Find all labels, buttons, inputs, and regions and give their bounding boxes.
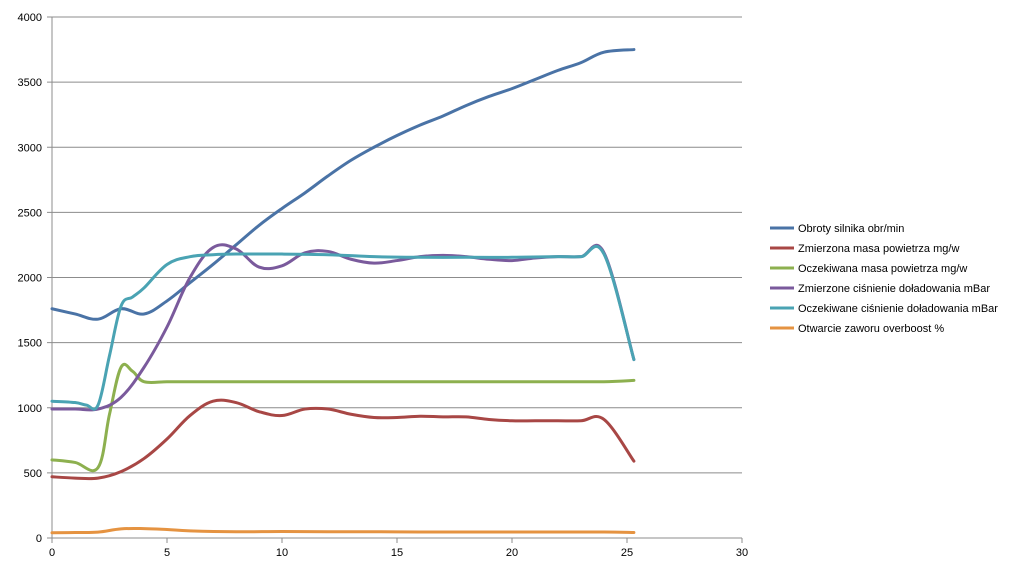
- y-tick-label: 4000: [18, 12, 42, 24]
- grid: [52, 16, 742, 474]
- y-tick-label: 1000: [18, 403, 42, 415]
- x-tick-label: 25: [621, 547, 633, 559]
- legend-entry: Zmierzone ciśnienie doładowania mBar: [798, 283, 990, 295]
- series-line-2: [50, 362, 636, 473]
- series-line-4: [50, 245, 636, 411]
- y-tick-label: 500: [24, 468, 42, 480]
- legend-entry: Otwarcie zaworu overboost %: [798, 323, 944, 335]
- legend-entry: Obroty silnika obr/min: [798, 223, 904, 235]
- series-lines: [50, 48, 636, 535]
- legend-entry: Oczekiwane ciśnienie doładowania mBar: [798, 303, 998, 315]
- legend-entry: Oczekiwana masa powietrza mg/w: [798, 263, 967, 275]
- x-tick-label: 5: [164, 547, 170, 559]
- x-tick-label: 0: [49, 547, 55, 559]
- series-line-5: [50, 526, 636, 535]
- y-tick-label: 0: [36, 533, 42, 545]
- y-tick-label: 1500: [18, 338, 42, 350]
- x-tick-label: 30: [736, 547, 748, 559]
- axes: 0 500 1000 1500 2000 2500 3000 3500 4000 0 5 10 15 20…: [18, 12, 749, 559]
- x-tick-label: 20: [506, 547, 518, 559]
- legend-entry: Zmierzona masa powietrza mg/w: [798, 243, 959, 255]
- series-line-0: [50, 48, 636, 321]
- x-tick-label: 10: [276, 547, 288, 559]
- y-tick-label: 3000: [18, 142, 42, 154]
- y-tick-label: 3500: [18, 77, 42, 89]
- x-tick-label: 15: [391, 547, 403, 559]
- y-tick-label: 2500: [18, 207, 42, 219]
- legend: Obroty silnika obr/min Zmierzona masa pow…: [770, 223, 998, 335]
- y-tick-label: 2000: [18, 273, 42, 285]
- series-line-1: [50, 398, 636, 481]
